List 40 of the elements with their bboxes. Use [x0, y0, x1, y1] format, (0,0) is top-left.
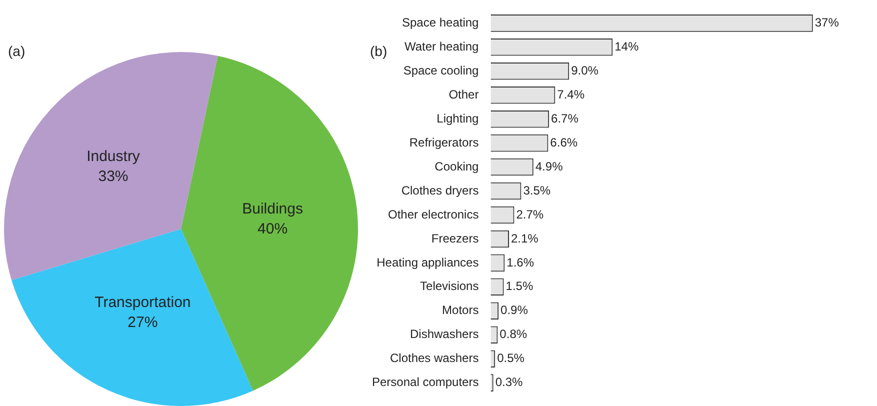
data-label: 7.4%: [557, 87, 585, 102]
y-tick-label: Motors: [442, 303, 479, 318]
chart-title: (a): [8, 42, 26, 59]
data-label: 0.8%: [500, 327, 528, 342]
slice-label: Transportation: [94, 294, 191, 311]
slice-label: Industry: [86, 148, 140, 165]
y-tick-label: Televisions: [420, 279, 479, 294]
data-label: 40%: [258, 220, 288, 238]
y-tick-label: Personal computers: [372, 375, 479, 390]
data-label: 0.5%: [497, 351, 525, 366]
data-label: 2.7%: [516, 207, 544, 222]
data-label: 6.7%: [551, 111, 579, 126]
data-label: 6.6%: [550, 135, 578, 150]
data-label: 14%: [614, 39, 639, 54]
data-label: 3.5%: [523, 183, 551, 198]
y-tick-label: Heating appliances: [376, 255, 479, 270]
y-tick-label: Space heating: [402, 16, 479, 30]
data-label: 27%: [128, 314, 158, 331]
data-label: 33%: [98, 168, 128, 185]
y-tick-label: Freezers: [431, 231, 479, 246]
y-tick-label: Lighting: [436, 111, 479, 126]
slice-label: Buildings: [242, 200, 303, 218]
y-tick-label: Other: [448, 87, 479, 102]
y-tick-label: Refrigerators: [409, 135, 479, 150]
data-label: 1.5%: [506, 279, 534, 294]
data-label: 9.0%: [571, 63, 599, 78]
data-label: 0.3%: [495, 375, 524, 390]
data-label: 4.9%: [535, 159, 564, 174]
y-tick-label: Other electronics: [388, 207, 479, 222]
y-tick-label: Water heating: [404, 39, 479, 54]
data-label: 1.6%: [506, 255, 534, 270]
y-tick-label: Clothes washers: [390, 351, 479, 366]
y-tick-label: Clothes dryers: [401, 183, 479, 198]
data-label: 0.9%: [500, 303, 528, 318]
data-label: 37%: [814, 16, 840, 30]
y-tick-label: Dishwashers: [410, 327, 479, 342]
text: (b): [370, 42, 388, 59]
y-tick-label: Space cooling: [403, 63, 479, 78]
y-tick-label: Cooking: [434, 159, 479, 174]
data-label: 2.1%: [511, 231, 539, 246]
